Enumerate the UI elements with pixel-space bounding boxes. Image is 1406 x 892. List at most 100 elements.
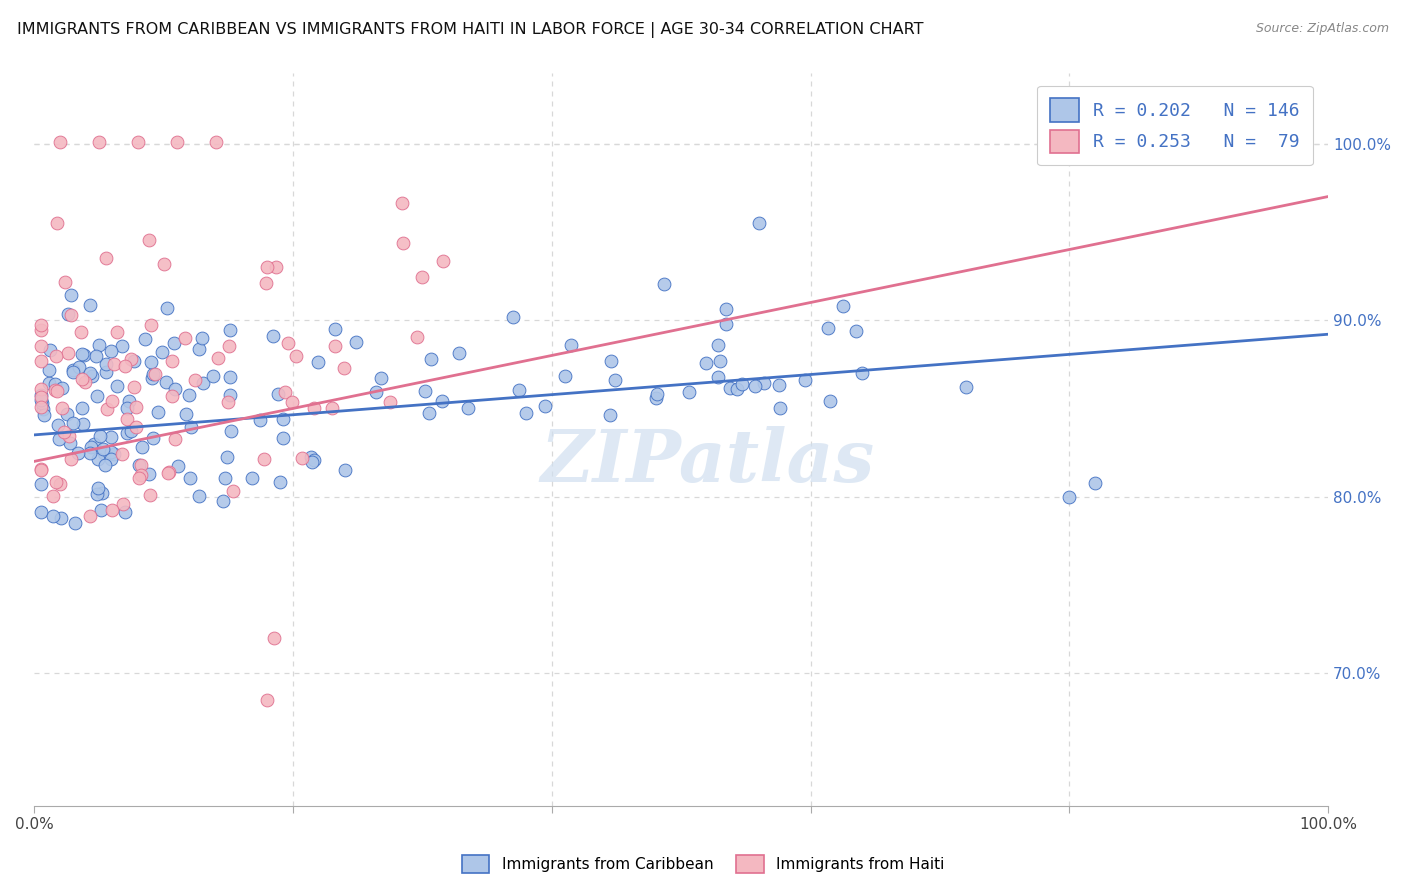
Point (103, 447, 125, 461)
Point (139, 488, 162, 502)
Point (269, 475, 291, 489)
Point (274, 384, 297, 399)
Point (202, 368, 225, 383)
Point (141, 371, 163, 385)
Point (143, 367, 166, 381)
Point (647, 386, 669, 401)
Point (163, 335, 186, 350)
Point (63, 516, 86, 530)
Point (100, 344, 122, 359)
Point (731, 376, 754, 391)
Point (67, 359, 90, 374)
Point (55, 407, 77, 421)
Point (508, 384, 530, 398)
Point (42, 489, 65, 503)
Point (96, 365, 118, 379)
Point (30, 388, 52, 402)
Point (725, 382, 748, 396)
Point (60, 452, 83, 467)
Point (46, 216, 69, 230)
Point (253, 451, 276, 466)
Point (166, 135, 188, 149)
Point (100, 429, 122, 443)
Text: IMMIGRANTS FROM CARIBBEAN VS IMMIGRANTS FROM HAITI IN LABOR FORCE | AGE 30-34 CO: IMMIGRANTS FROM CARIBBEAN VS IMMIGRANTS … (17, 22, 924, 38)
Point (204, 135, 226, 149)
Point (30, 390, 52, 404)
Point (45, 475, 67, 489)
Point (79, 366, 101, 380)
Point (413, 384, 436, 398)
Point (754, 376, 776, 391)
Point (134, 332, 156, 346)
Point (851, 366, 873, 380)
Point (30, 462, 52, 476)
Point (191, 376, 214, 390)
Point (84, 349, 107, 363)
Point (380, 394, 402, 409)
Point (62, 417, 84, 431)
Point (138, 467, 160, 482)
Point (94, 357, 117, 371)
Point (46, 384, 69, 398)
Point (718, 381, 741, 395)
Point (38, 363, 60, 377)
Point (142, 367, 165, 381)
Point (420, 351, 443, 366)
Point (79, 508, 101, 523)
Point (249, 413, 271, 427)
Point (96, 401, 118, 416)
Point (31, 402, 53, 417)
Point (534, 399, 557, 413)
Point (744, 379, 766, 393)
Point (87, 452, 110, 467)
Point (323, 322, 346, 336)
Legend: R = 0.202   N = 146, R = 0.253   N =  79: R = 0.202 N = 146, R = 0.253 N = 79 (1038, 86, 1313, 166)
Point (271, 431, 294, 445)
Point (187, 342, 209, 356)
Point (129, 467, 152, 482)
Point (1059, 490, 1081, 504)
Point (167, 458, 190, 473)
Point (79, 298, 101, 312)
Point (42, 508, 65, 523)
Point (72, 417, 94, 431)
Point (254, 276, 277, 290)
Point (51, 401, 73, 415)
Point (302, 453, 325, 467)
Point (142, 431, 165, 445)
Point (706, 370, 728, 384)
Point (605, 373, 627, 387)
Point (70, 401, 93, 415)
Point (706, 338, 728, 352)
Point (30, 354, 52, 368)
Point (101, 503, 124, 517)
Point (60, 288, 83, 302)
Point (91, 442, 114, 456)
Point (90, 485, 112, 500)
Point (53, 425, 76, 440)
Point (845, 324, 868, 338)
Point (217, 395, 239, 409)
Point (191, 331, 214, 345)
Point (58, 436, 80, 450)
Point (748, 216, 770, 230)
Point (207, 351, 229, 366)
Point (174, 407, 197, 421)
Point (418, 407, 440, 421)
Point (146, 405, 169, 419)
Point (139, 318, 162, 332)
Point (157, 466, 180, 480)
Point (79, 446, 101, 460)
Point (30, 463, 52, 477)
Point (62, 365, 84, 379)
Point (70, 325, 93, 339)
Point (323, 338, 346, 352)
Point (222, 483, 245, 498)
Point (115, 401, 138, 415)
Point (211, 494, 233, 508)
Point (103, 357, 125, 371)
Point (184, 373, 207, 387)
Point (599, 354, 621, 368)
Point (307, 355, 329, 369)
Point (262, 329, 284, 343)
